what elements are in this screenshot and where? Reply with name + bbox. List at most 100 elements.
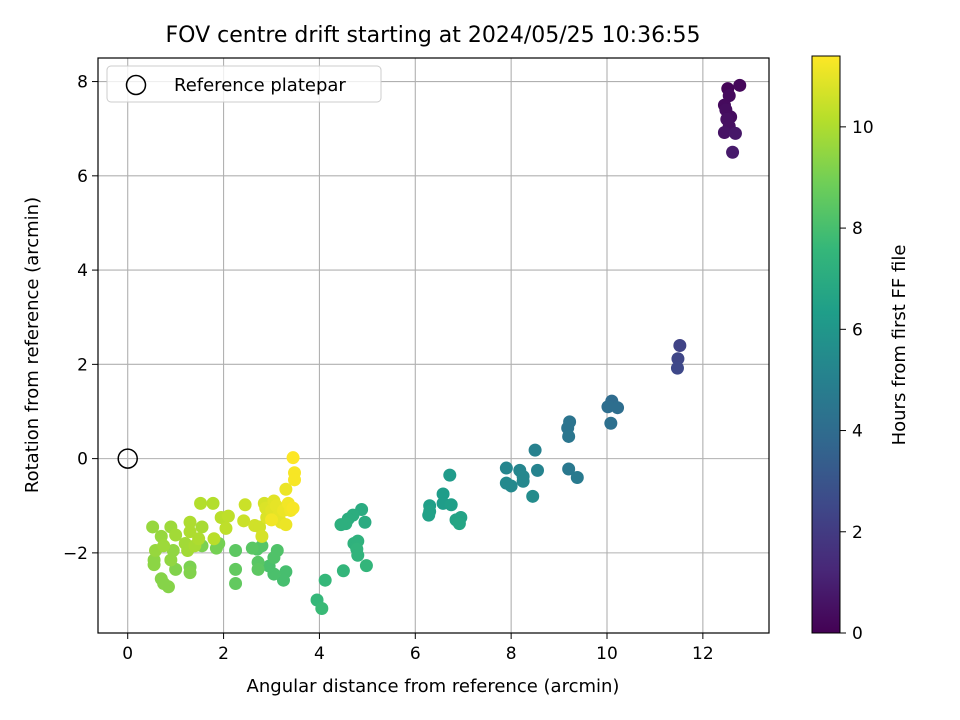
scatter-point (717, 125, 731, 139)
plot-frame (97, 57, 770, 634)
scatter-point (183, 566, 197, 580)
colorbar-label: Hours from first FF file (889, 245, 910, 446)
scatter-point (219, 521, 233, 535)
colorbar-tick-label: 6 (852, 320, 863, 340)
reference-marker (117, 448, 138, 469)
scatter-point (334, 518, 348, 532)
scatter-point (726, 145, 740, 159)
scatter-point (516, 474, 530, 488)
x-tick-label: 0 (122, 644, 133, 664)
scatter-point (279, 482, 293, 496)
legend: Reference platepar (106, 65, 382, 103)
colorbar-tick-label: 0 (852, 624, 863, 644)
scatter-point (183, 515, 197, 529)
scatter-point (443, 468, 457, 482)
scatter-point (359, 559, 373, 573)
scatter-point (245, 541, 259, 555)
y-tick-label: 8 (77, 73, 88, 93)
scatter-point (279, 518, 293, 532)
scatter-point (604, 416, 618, 430)
scatter-point (444, 498, 458, 512)
scatter-point (733, 78, 747, 92)
scatter-point (195, 520, 209, 534)
y-axis: −2 0 2 4 6 8 (63, 73, 98, 564)
colorbar-tick-label: 10 (852, 118, 874, 138)
scatter-point (504, 479, 518, 493)
scatter-point (288, 473, 302, 487)
scatter-point (255, 529, 269, 543)
x-axis: 0 2 4 6 8 10 12 (122, 633, 714, 664)
scatter-point (229, 544, 243, 558)
scatter-point (670, 361, 684, 375)
scatter-point (336, 564, 350, 578)
scatter-point (562, 429, 576, 443)
scatter-point (422, 508, 436, 522)
scatter-point (221, 509, 235, 523)
data-points (146, 78, 747, 615)
y-axis-label: Rotation from reference (arcmin) (22, 197, 43, 493)
scatter-point (436, 487, 450, 501)
scatter-point (452, 517, 466, 531)
scatter-point (499, 461, 513, 475)
scatter-point (229, 577, 243, 591)
colorbar-tick-label: 8 (852, 219, 863, 239)
scatter-point (157, 539, 171, 553)
colorbar-ticks: 0 2 4 6 8 10 (840, 118, 874, 644)
scatter-point (358, 515, 372, 529)
plot-area (97, 57, 770, 634)
scatter-point (531, 463, 545, 477)
scatter-point (526, 489, 540, 503)
colorbar-tick-label: 2 (852, 523, 863, 543)
scatter-point (166, 544, 180, 558)
scatter-point (237, 514, 251, 528)
scatter-point (611, 401, 625, 415)
x-tick-label: 12 (692, 644, 714, 664)
scatter-point (276, 573, 290, 587)
scatter-point (265, 513, 279, 527)
colorbar: 0 2 4 6 8 10 Hours from first FF file (811, 55, 910, 644)
scatter-point (351, 548, 365, 562)
x-tick-label: 4 (314, 644, 325, 664)
x-tick-label: 8 (506, 644, 517, 664)
scatter-point (183, 525, 197, 539)
scatter-point (251, 562, 265, 576)
scatter-point (673, 339, 687, 352)
grid-lines (98, 58, 769, 633)
scatter-point (728, 126, 742, 140)
reference-marker-group (117, 448, 138, 469)
scatter-point (671, 352, 685, 366)
y-tick-label: 2 (77, 355, 88, 375)
scatter-point (169, 528, 183, 542)
scatter-point (315, 601, 329, 615)
x-tick-label: 6 (410, 644, 421, 664)
scatter-point (157, 577, 171, 591)
y-tick-label: 0 (77, 450, 88, 470)
x-tick-label: 2 (218, 644, 229, 664)
x-axis-label: Angular distance from reference (arcmin) (247, 676, 620, 697)
y-tick-label: −2 (63, 544, 88, 564)
scatter-point (562, 462, 576, 476)
colorbar-gradient (811, 55, 841, 634)
y-tick-label: 6 (77, 167, 88, 187)
scatter-point (207, 532, 221, 546)
scatter-point (270, 544, 284, 558)
scatter-point (286, 451, 300, 465)
scatter-point (194, 496, 208, 510)
scatter-point (192, 532, 206, 546)
scatter-point (286, 501, 300, 515)
scatter-point (570, 470, 584, 484)
legend-marker-icon (125, 74, 147, 96)
legend-box (106, 65, 382, 103)
scatter-point (238, 498, 252, 512)
scatter-point (318, 573, 332, 587)
x-tick-label: 10 (596, 644, 618, 664)
chart-title: FOV centre drift starting at 2024/05/25 … (166, 23, 701, 48)
legend-label: Reference platepar (174, 75, 346, 96)
colorbar-tick-label: 4 (852, 422, 863, 442)
scatter-point (528, 443, 542, 457)
scatter-point (229, 562, 243, 576)
scatter-point (146, 520, 160, 534)
scatter-point (601, 400, 615, 414)
